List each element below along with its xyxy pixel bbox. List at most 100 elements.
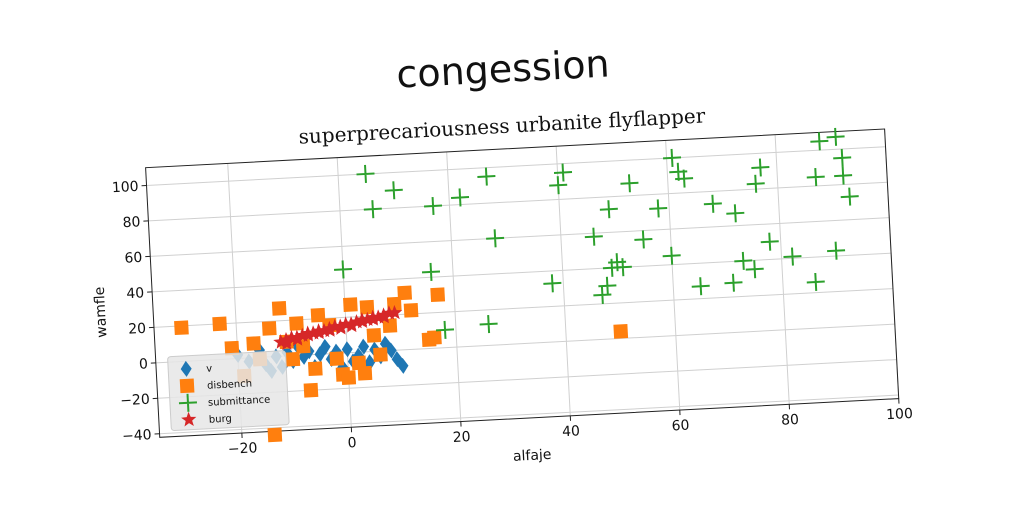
data-point-submittance (620, 174, 639, 193)
x-gridline (446, 151, 462, 422)
y-gridline (146, 146, 886, 186)
data-point-disbench (427, 330, 442, 345)
data-point-burg (343, 317, 359, 333)
x-tick-label: 0 (347, 435, 357, 451)
y-gridline (148, 181, 888, 222)
data-point-disbench (357, 365, 373, 381)
data-point-disbench (613, 323, 629, 339)
data-point-submittance (553, 163, 573, 182)
legend-label-disbench: disbench (207, 378, 253, 391)
data-point-submittance (421, 262, 441, 281)
data-point-submittance (634, 230, 653, 249)
y-tick-label: 20 (128, 321, 147, 338)
data-point-disbench (366, 328, 382, 343)
data-point-submittance (840, 187, 859, 206)
data-point-submittance (826, 127, 845, 146)
data-point-disbench (212, 316, 228, 332)
data-point-v (364, 354, 376, 371)
data-point-v (358, 338, 370, 355)
data-point-submittance (724, 273, 743, 292)
data-point-disbench (224, 340, 240, 356)
x-gridline (336, 157, 352, 428)
data-point-submittance (806, 272, 825, 292)
y-tick-label: −20 (120, 392, 150, 410)
data-point-disbench (343, 297, 358, 312)
data-point-burg (365, 311, 381, 327)
data-point-submittance (486, 229, 505, 248)
x-gridline (665, 140, 681, 411)
y-tick-label: 40 (126, 285, 145, 302)
data-point-disbench (373, 347, 388, 362)
x-ticks: −20 0 20 40 60 80 100 (228, 398, 914, 458)
data-point-disbench (386, 296, 402, 312)
data-point-disbench (174, 320, 189, 336)
legend-marker-v (180, 360, 192, 377)
data-point-v (341, 341, 353, 358)
data-point-disbench (289, 316, 304, 331)
data-point-v (314, 346, 326, 363)
data-point-submittance (435, 320, 455, 339)
x-tick-label: 80 (781, 412, 800, 429)
data-point-submittance (334, 260, 353, 279)
data-point-submittance (584, 227, 603, 246)
data-point-disbench (359, 299, 375, 315)
x-axis-label: alfaje (513, 447, 552, 465)
data-point-burg (311, 324, 327, 340)
data-point-disbench (397, 285, 413, 301)
data-point-burg (289, 331, 305, 347)
data-point-submittance (675, 169, 694, 188)
data-point-disbench (303, 382, 319, 398)
x-tick-label: 60 (671, 418, 690, 435)
legend-marker-burg (181, 411, 197, 427)
y-gridline (153, 288, 893, 328)
y-tick-label: −40 (122, 427, 152, 445)
data-point-burg (387, 304, 403, 320)
data-point-submittance (662, 148, 682, 167)
data-point-submittance (662, 246, 681, 265)
series-burg (273, 304, 403, 351)
data-point-disbench (285, 351, 301, 367)
data-point-disbench (246, 336, 261, 351)
x-gridline (774, 134, 790, 405)
data-point-submittance (834, 166, 853, 185)
data-point-submittance (477, 167, 496, 186)
data-point-disbench (403, 302, 419, 318)
data-point-submittance (593, 285, 612, 304)
data-point-submittance (760, 232, 779, 251)
data-point-submittance (691, 277, 710, 296)
data-point-submittance (599, 200, 618, 219)
data-point-disbench (341, 370, 357, 385)
plot-frame (145, 128, 900, 438)
chart-title: congession (395, 41, 610, 96)
plot-area: superprecariousness urbanite flyflapper … (92, 103, 914, 465)
x-tick-label: 100 (886, 406, 914, 423)
data-point-v (397, 357, 409, 374)
data-point-disbench (329, 351, 345, 367)
data-point-submittance (479, 315, 498, 334)
data-point-submittance (649, 199, 668, 218)
data-point-submittance (384, 181, 403, 200)
data-point-submittance (746, 174, 765, 193)
data-point-submittance (363, 200, 382, 219)
data-point-burg (322, 322, 338, 338)
data-point-submittance (745, 260, 764, 279)
y-tick-label: 60 (124, 250, 143, 267)
legend-label-burg: burg (209, 414, 233, 426)
data-point-submittance (734, 251, 753, 270)
data-point-submittance (703, 194, 722, 213)
data-point-disbench (271, 300, 287, 316)
data-point-burg (332, 320, 349, 335)
y-axis-label: wamfle (92, 286, 111, 338)
x-tick-label: −20 (228, 440, 258, 458)
data-point-burg (300, 327, 316, 342)
y-tick-label: 0 (139, 356, 149, 372)
data-point-submittance (549, 176, 568, 195)
y-tick-label: 100 (111, 179, 139, 196)
data-point-submittance (827, 241, 846, 260)
y-gridline (152, 252, 892, 293)
data-point-submittance (543, 274, 562, 293)
data-point-submittance (598, 276, 617, 295)
data-point-disbench (382, 318, 398, 334)
y-ticks: −40 −20 0 20 40 60 80 100 (111, 179, 160, 445)
